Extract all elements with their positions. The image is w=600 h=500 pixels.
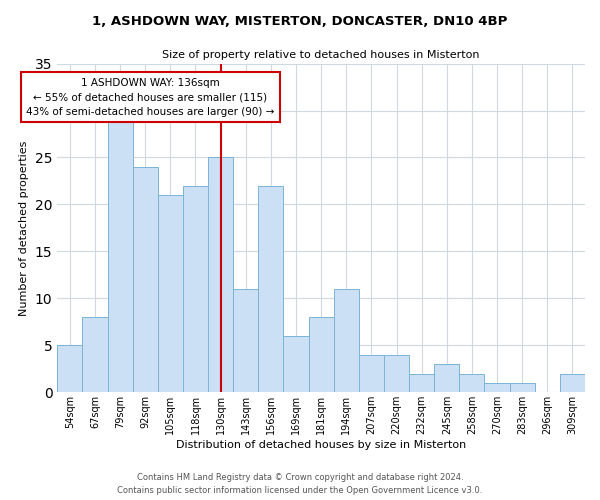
Bar [283,336,308,392]
Title: Size of property relative to detached houses in Misterton: Size of property relative to detached ho… [163,50,480,60]
Y-axis label: Number of detached properties: Number of detached properties [19,140,29,316]
Bar [82,317,107,392]
Bar [460,374,484,392]
Bar [183,186,208,392]
Text: Contains HM Land Registry data © Crown copyright and database right 2024.
Contai: Contains HM Land Registry data © Crown c… [118,474,482,495]
Bar [158,195,183,392]
Bar [308,317,334,392]
Text: 1 ASHDOWN WAY: 136sqm
← 55% of detached houses are smaller (115)
43% of semi-det: 1 ASHDOWN WAY: 136sqm ← 55% of detached … [26,78,274,117]
Bar [57,346,82,393]
Bar [133,167,158,392]
Text: 1, ASHDOWN WAY, MISTERTON, DONCASTER, DN10 4BP: 1, ASHDOWN WAY, MISTERTON, DONCASTER, DN… [92,15,508,28]
Bar [208,158,233,392]
Bar [359,354,384,393]
Bar [107,120,133,392]
X-axis label: Distribution of detached houses by size in Misterton: Distribution of detached houses by size … [176,440,466,450]
Bar [233,289,259,393]
Bar [434,364,460,392]
Bar [409,374,434,392]
Bar [484,383,509,392]
Bar [509,383,535,392]
Bar [384,354,409,393]
Bar [259,186,283,392]
Bar [334,289,359,393]
Bar [560,374,585,392]
